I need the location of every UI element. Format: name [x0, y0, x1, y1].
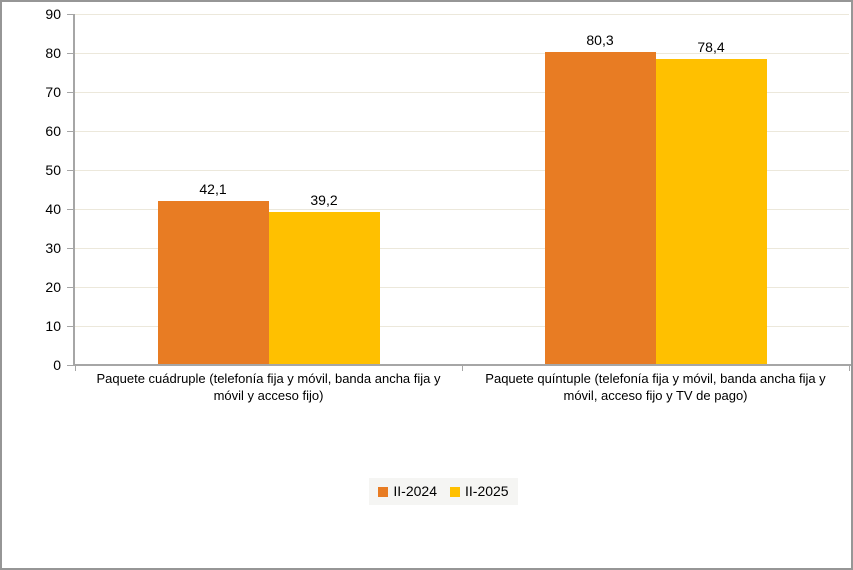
bar-ii-2025-paquete-cu-druple — [268, 212, 380, 365]
x-axis-line — [73, 364, 851, 366]
x-axis-boundary-tick — [75, 366, 76, 371]
bar-ii-2024-paquete-cu-druple — [157, 200, 269, 365]
y-axis-tick-label: 80 — [45, 45, 61, 61]
y-axis-tick — [67, 365, 73, 366]
legend-box: II-2024 II-2025 — [369, 478, 518, 505]
gridline — [75, 326, 849, 327]
bar-ii-2025-paquete-qu-ntuple — [655, 59, 767, 365]
x-axis-category-label-cuadruple: Paquete cuádruple (telefonía fija y móvi… — [96, 371, 441, 403]
bar-value-label: 42,1 — [199, 180, 227, 197]
y-axis-tick — [67, 53, 73, 54]
bar-value-label: 80,3 — [586, 31, 614, 48]
legend-swatch-ii-2024 — [378, 486, 389, 497]
legend-item-ii-2025: II-2025 — [450, 484, 509, 499]
bar-value-label: 39,2 — [310, 192, 338, 209]
bar-ii-2024-paquete-qu-ntuple — [544, 51, 656, 365]
y-axis-tick — [67, 92, 73, 93]
y-axis-tick-label: 0 — [53, 357, 61, 373]
gridline — [75, 248, 849, 249]
legend-label-ii-2024: II-2024 — [393, 483, 437, 499]
x-axis-boundary-tick — [462, 366, 463, 371]
y-axis-tick-label: 20 — [45, 279, 61, 295]
y-axis-tick — [67, 326, 73, 327]
y-axis-tick — [67, 287, 73, 288]
y-axis-tick-label: 60 — [45, 123, 61, 139]
x-axis-category-labels: Paquete cuádruple (telefonía fija y móvi… — [75, 371, 849, 405]
y-axis-tick — [67, 170, 73, 171]
y-axis-tick-label: 50 — [45, 162, 61, 178]
y-axis: 0 10 20 30 40 50 60 70 80 90 — [2, 6, 74, 373]
y-axis-tick-label: 10 — [45, 318, 61, 334]
gridline — [75, 14, 849, 15]
y-axis-tick — [67, 14, 73, 15]
y-axis-tick — [67, 131, 73, 132]
legend: II-2024 II-2025 — [2, 478, 851, 505]
y-axis-tick — [67, 248, 73, 249]
gridline — [75, 287, 849, 288]
x-axis-boundary-tick — [849, 366, 850, 371]
gridline — [75, 53, 849, 54]
y-axis-tick-label: 30 — [45, 240, 61, 256]
gridline — [75, 92, 849, 93]
y-axis-tick-label: 70 — [45, 84, 61, 100]
bar-value-label: 78,4 — [697, 39, 725, 56]
gridline — [75, 131, 849, 132]
x-axis-category-label-quintuple: Paquete quíntuple (telefonía fija y móvi… — [485, 371, 826, 403]
y-axis-tick — [67, 209, 73, 210]
y-axis-tick-label: 90 — [45, 6, 61, 22]
legend-item-ii-2024: II-2024 — [378, 484, 437, 499]
y-axis-line — [73, 14, 75, 366]
gridline — [75, 170, 849, 171]
legend-swatch-ii-2025 — [450, 486, 460, 497]
gridline — [75, 209, 849, 210]
legend-label-ii-2025: II-2025 — [465, 483, 509, 499]
plot-area: 42,1 80,3 39,2 78,4 — [75, 14, 849, 365]
y-axis-tick-label: 40 — [45, 201, 61, 217]
